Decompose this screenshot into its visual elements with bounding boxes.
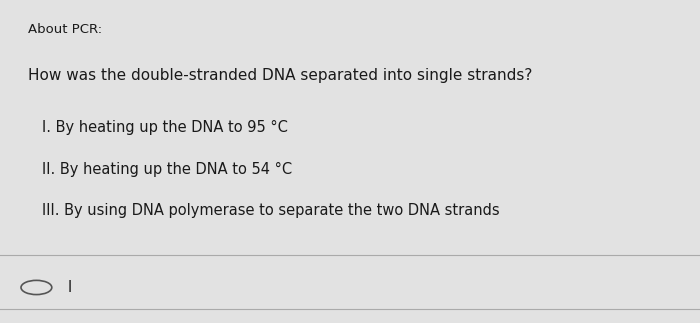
Text: II. By heating up the DNA to 54 °C: II. By heating up the DNA to 54 °C <box>42 162 292 176</box>
Text: About PCR:: About PCR: <box>28 23 102 36</box>
Text: How was the double-stranded DNA separated into single strands?: How was the double-stranded DNA separate… <box>28 68 533 83</box>
Text: I: I <box>67 280 71 295</box>
Text: III. By using DNA polymerase to separate the two DNA strands: III. By using DNA polymerase to separate… <box>42 203 500 218</box>
Text: I. By heating up the DNA to 95 °C: I. By heating up the DNA to 95 °C <box>42 120 288 134</box>
